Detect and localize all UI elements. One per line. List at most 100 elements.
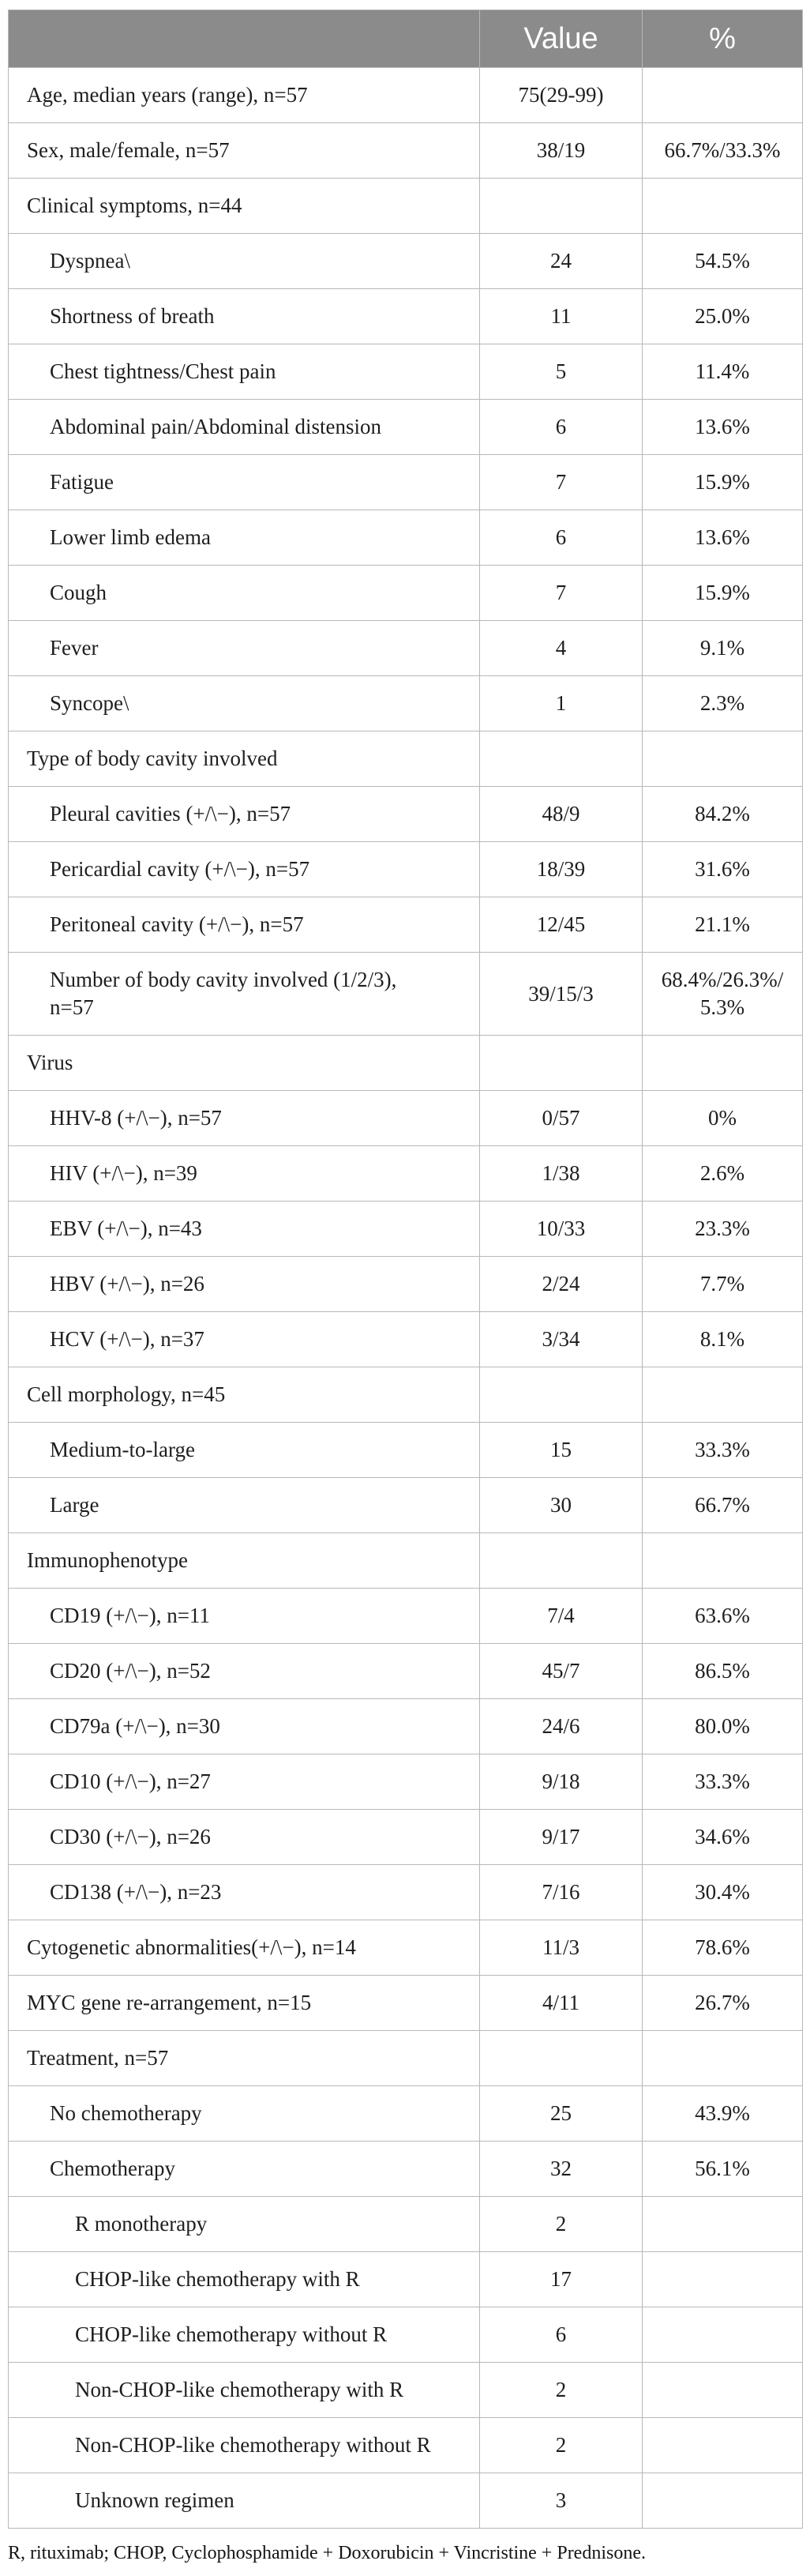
row-percent-cell: 84.2% (642, 786, 803, 842)
row-percent-cell (642, 731, 803, 787)
row-value-cell: 4 (479, 620, 643, 676)
row-value-cell: 7 (479, 565, 643, 621)
row-value-cell: 45/7 (479, 1643, 643, 1699)
table-row: Dyspnea\ 24 54.5% (8, 233, 803, 289)
table-row: MYC gene re-arrangement, n=15 4/11 26.7% (8, 1975, 803, 2031)
header-row: Value % (8, 9, 803, 68)
row-label-cell: CHOP-like chemotherapy with R (8, 2251, 480, 2307)
row-label-cell: Unknown regimen (8, 2473, 480, 2529)
table-row: Abdominal pain/Abdominal distension 6 13.6… (8, 399, 803, 455)
row-label-cell: Syncope\ (8, 675, 480, 731)
table-row: CD10 (+/\−), n=27 9/18 33.3% (8, 1754, 803, 1810)
row-value-cell: 6 (479, 510, 643, 566)
row-label-cell: No chemotherapy (8, 2085, 480, 2142)
row-value-cell: 24/6 (479, 1698, 643, 1754)
table-row: HIV (+/\−), n=39 1/38 2.6% (8, 1145, 803, 1202)
row-value-cell: 25 (479, 2085, 643, 2142)
row-value-cell: 11/3 (479, 1920, 643, 1976)
row-value-cell: 1/38 (479, 1145, 643, 1202)
row-percent-cell (642, 2473, 803, 2529)
table-row: Immunophenotype (8, 1532, 803, 1589)
row-percent-cell: 80.0% (642, 1698, 803, 1754)
row-value-cell: 24 (479, 233, 643, 289)
row-value-cell (479, 2030, 643, 2086)
row-percent-cell: 9.1% (642, 620, 803, 676)
row-percent-cell: 2.3% (642, 675, 803, 731)
table-row: Syncope\ 1 2.3% (8, 675, 803, 731)
row-percent-cell: 25.0% (642, 288, 803, 344)
table-row: Lower limb edema 6 13.6% (8, 510, 803, 566)
row-percent-cell: 7.7% (642, 1256, 803, 1312)
row-value-cell: 3/34 (479, 1311, 643, 1367)
header-cell-empty (8, 9, 480, 68)
row-label-cell: Immunophenotype (8, 1532, 480, 1589)
row-label-cell: CD19 (+/\−), n=11 (8, 1588, 480, 1644)
row-percent-cell: 8.1% (642, 1311, 803, 1367)
row-percent-cell: 43.9% (642, 2085, 803, 2142)
row-percent-cell: 66.7%/33.3% (642, 122, 803, 179)
row-percent-cell (642, 2417, 803, 2473)
row-percent-cell: 68.4%/26.3%/ 5.3% (642, 952, 803, 1036)
row-label-cell: Chest tightness/Chest pain (8, 344, 480, 400)
row-percent-cell: 34.6% (642, 1809, 803, 1865)
table-row: CD79a (+/\−), n=30 24/6 80.0% (8, 1698, 803, 1754)
row-percent-cell: 33.3% (642, 1422, 803, 1478)
table-row: Cytogenetic abnormalities(+/\−), n=14 11/… (8, 1920, 803, 1976)
row-label-cell: HCV (+/\−), n=37 (8, 1311, 480, 1367)
row-value-cell (479, 1035, 643, 1091)
row-label-cell: Cytogenetic abnormalities(+/\−), n=14 (8, 1920, 480, 1976)
table-footnote: R, rituximab; CHOP, Cyclophosphamide + D… (8, 2543, 646, 2563)
table-row: CD20 (+/\−), n=52 45/7 86.5% (8, 1643, 803, 1699)
row-percent-cell: 66.7% (642, 1477, 803, 1533)
row-percent-cell: 13.6% (642, 510, 803, 566)
row-value-cell (479, 178, 643, 234)
row-label-cell: CD30 (+/\−), n=26 (8, 1809, 480, 1865)
table-row: HCV (+/\−), n=37 3/34 8.1% (8, 1311, 803, 1367)
row-label-cell: HBV (+/\−), n=26 (8, 1256, 480, 1312)
row-value-cell: 6 (479, 399, 643, 455)
row-label-cell: Cell morphology, n=45 (8, 1367, 480, 1423)
table-row: Large 30 66.7% (8, 1477, 803, 1533)
table-row: Cell morphology, n=45 (8, 1367, 803, 1423)
row-label-cell: MYC gene re-arrangement, n=15 (8, 1975, 480, 2031)
row-label-cell: Dyspnea\ (8, 233, 480, 289)
table-row: Clinical symptoms, n=44 (8, 178, 803, 234)
row-label-cell: Non-CHOP-like chemotherapy without R (8, 2417, 480, 2473)
row-label-cell: CHOP-like chemotherapy without R (8, 2307, 480, 2363)
table-row: Pericardial cavity (+/\−), n=57 18/39 31.6… (8, 841, 803, 897)
table-row: Type of body cavity involved (8, 731, 803, 787)
table-row: CD30 (+/\−), n=26 9/17 34.6% (8, 1809, 803, 1865)
row-label-cell: Large (8, 1477, 480, 1533)
row-value-cell: 17 (479, 2251, 643, 2307)
row-value-cell: 9/17 (479, 1809, 643, 1865)
table-row: Chemotherapy 32 56.1% (8, 2141, 803, 2197)
row-percent-cell (642, 67, 803, 123)
row-value-cell: 7/16 (479, 1864, 643, 1920)
row-label-cell: CD138 (+/\−), n=23 (8, 1864, 480, 1920)
row-percent-cell: 21.1% (642, 897, 803, 953)
row-label-cell: Treatment, n=57 (8, 2030, 480, 2086)
row-value-cell: 5 (479, 344, 643, 400)
row-value-cell (479, 1367, 643, 1423)
row-label-cell: HIV (+/\−), n=39 (8, 1145, 480, 1202)
row-percent-cell: 11.4% (642, 344, 803, 400)
row-percent-cell (642, 1532, 803, 1589)
row-value-cell: 2 (479, 2417, 643, 2473)
row-label-cell: Abdominal pain/Abdominal distension (8, 399, 480, 455)
table-row: Pleural cavities (+/\−), n=57 48/9 84.2% (8, 786, 803, 842)
row-label-cell: CD20 (+/\−), n=52 (8, 1643, 480, 1699)
table-row: Treatment, n=57 (8, 2030, 803, 2086)
row-percent-cell: 86.5% (642, 1643, 803, 1699)
table-row: Number of body cavity involved (1/2/3), … (8, 952, 803, 1036)
row-value-cell: 48/9 (479, 786, 643, 842)
table-row: CHOP-like chemotherapy with R 17 (8, 2251, 803, 2307)
row-percent-cell (642, 178, 803, 234)
header-cell-percent: % (642, 9, 803, 68)
row-percent-cell (642, 2362, 803, 2418)
row-percent-cell: 33.3% (642, 1754, 803, 1810)
row-label-cell: Peritoneal cavity (+/\−), n=57 (8, 897, 480, 953)
table-row: Cough 7 15.9% (8, 565, 803, 621)
